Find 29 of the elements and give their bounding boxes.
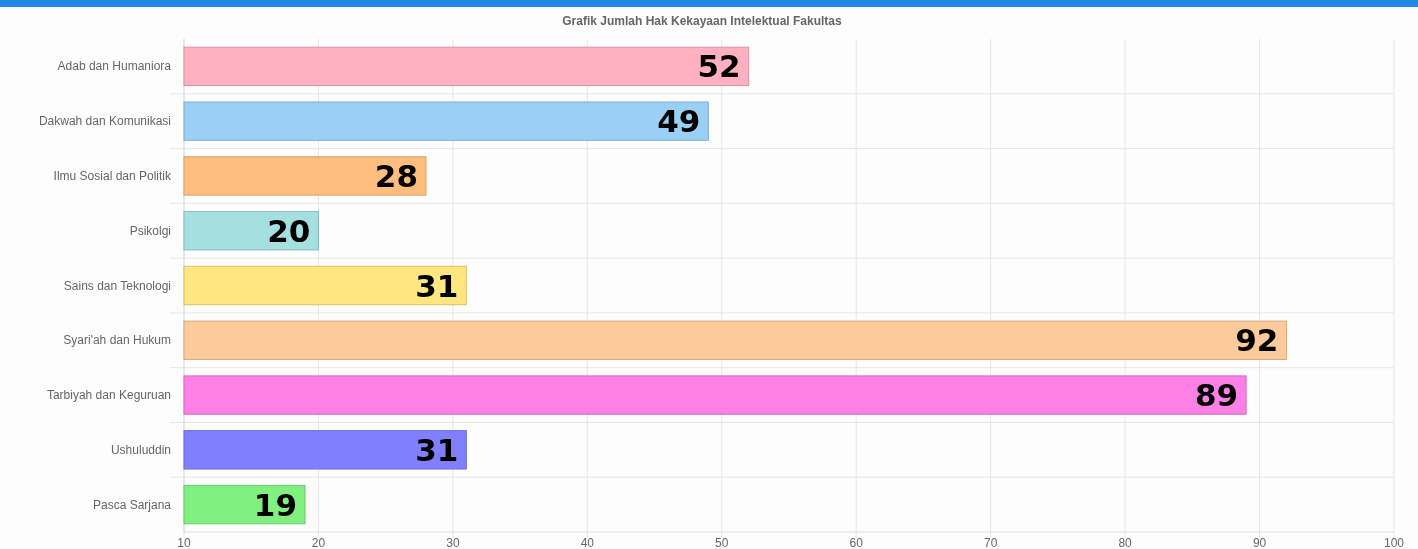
data-label: 19 (253, 486, 297, 523)
data-label: 89 (1194, 377, 1239, 414)
data-label: 20 (267, 212, 311, 249)
y-tick-label: Adab dan Humaniora (57, 59, 172, 74)
x-tick-label: 50 (715, 536, 729, 549)
data-label: 31 (415, 267, 459, 304)
y-tick-label: Sains dan Teknologi (63, 278, 171, 293)
data-label: 52 (697, 48, 741, 85)
x-tick-label: 40 (580, 536, 595, 549)
y-tick-label: Psikolgi (129, 223, 171, 238)
x-tick-label: 60 (849, 536, 864, 549)
data-label: 49 (657, 103, 701, 140)
x-tick-label: 70 (983, 536, 998, 549)
data-label: 28 (374, 157, 418, 194)
y-tick-label: Ushuluddin (110, 442, 171, 457)
x-tick-label: 100 (1383, 536, 1405, 549)
data-label: 31 (415, 431, 459, 468)
x-tick-label: 30 (446, 536, 460, 549)
y-tick-label: Syari'ah dan Hukum (63, 333, 171, 348)
y-tick-label: Tarbiyah dan Keguruan (46, 388, 171, 403)
x-tick-label: 90 (1252, 536, 1267, 549)
y-tick-label: Ilmu Sosial dan Politik (53, 168, 172, 183)
y-tick-label: Pasca Sarjana (92, 497, 172, 512)
data-label: 92 (1235, 322, 1279, 359)
x-tick-label: 20 (311, 536, 326, 549)
x-tick-label: 80 (1118, 536, 1133, 549)
x-tick-label: 10 (177, 536, 191, 549)
y-tick-label: Dakwah dan Komunikasi (38, 114, 171, 129)
chart-title: Grafik Jumlah Hak Kekayaan Intelektual Fakultas (562, 14, 843, 28)
